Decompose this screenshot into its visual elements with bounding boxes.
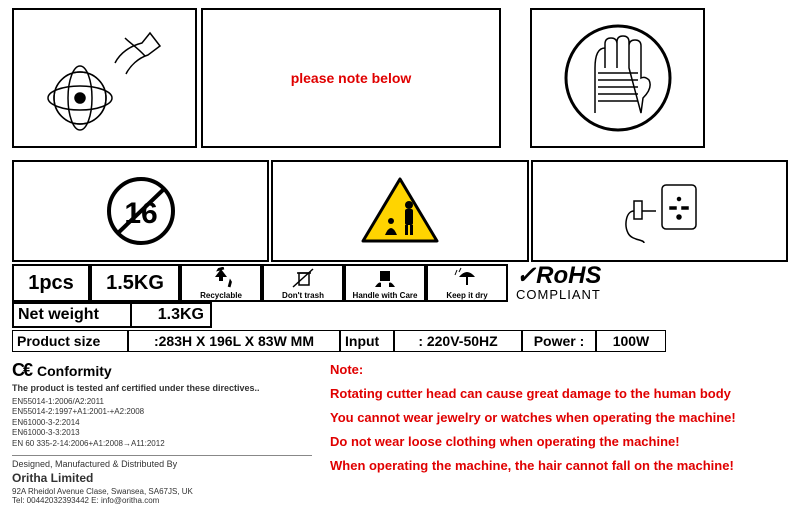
warn-line-1: Rotating cutter head can cause great dam… [330, 382, 788, 406]
panel-unplug [531, 160, 788, 262]
unplug-icon [614, 171, 704, 251]
handle-care-cell: Handle with Care [344, 264, 426, 302]
input-value: : 220V-50HZ [394, 330, 522, 352]
ce-addr2: Tel: 00442032393442 E: info@oritha.com [12, 496, 312, 505]
specs-row: Product size :283H X 196L X 83W MM Input… [0, 328, 800, 352]
warn-title: Note: [330, 358, 788, 382]
recyclable-icon [207, 267, 235, 289]
net-weight-label: Net weight [12, 302, 132, 328]
note-text: please note below [291, 70, 412, 86]
dont-trash-cell: Don't trash [262, 264, 344, 302]
svg-text:16: 16 [124, 197, 157, 230]
ce-directives: EN55014-1:2006/A2:2011 EN55014-2:1997+A1… [12, 397, 312, 449]
product-size-value: :283H X 196L X 83W MM [128, 330, 340, 352]
ce-dist-label: Designed, Manufactured & Distributed By [12, 459, 312, 469]
bottom-row: C€ Conformity The product is tested anf … [0, 352, 800, 505]
packaging-row: 1pcs 1.5KG Recyclable Don't trash Handle… [0, 264, 800, 302]
warn-line-2: You cannot wear jewelry or watches when … [330, 406, 788, 430]
panel-rotating-hazard [12, 8, 197, 148]
net-weight-row: Net weight 1.3KG [0, 302, 800, 328]
panel-no-under-16: 16 [12, 160, 269, 262]
warn-line-3: Do not wear loose clothing when operatin… [330, 430, 788, 454]
keep-dry-cell: Keep it dry [426, 264, 508, 302]
warn-line-4: When operating the machine, the hair can… [330, 454, 788, 478]
warning-block: Note: Rotating cutter head can cause gre… [330, 358, 788, 505]
panel-note: please note below [201, 8, 501, 148]
gross-weight-cell: 1.5KG [90, 264, 180, 302]
net-weight-value: 1.3KG [132, 302, 212, 328]
ce-subtitle: The product is tested anf certified unde… [12, 383, 312, 393]
power-value: 100W [596, 330, 666, 352]
ce-title: C€ Conformity [12, 360, 312, 381]
product-size-label: Product size [12, 330, 128, 352]
top-illustration-row: please note below [0, 0, 800, 152]
panel-keep-children-away [271, 160, 528, 262]
rohs-logo: ✓RoHS [516, 264, 601, 288]
rohs-cell: ✓RoHS COMPLIANT [508, 264, 788, 302]
ce-mark-icon: C€ [12, 360, 31, 381]
qty-cell: 1pcs [12, 264, 90, 302]
children-warning-icon [355, 171, 445, 251]
ce-block: C€ Conformity The product is tested anf … [12, 358, 312, 505]
rotating-hazard-icon [30, 18, 180, 138]
recyclable-cell: Recyclable [180, 264, 262, 302]
keep-dry-icon [453, 267, 481, 289]
rohs-compliant: COMPLIANT [516, 288, 601, 301]
input-label: Input [340, 330, 394, 352]
no-under-16-icon: 16 [96, 171, 186, 251]
safety-icons-row: 16 [0, 152, 800, 264]
dont-trash-icon [289, 267, 317, 289]
power-label: Power : [522, 330, 596, 352]
ce-company: Oritha Limited [12, 471, 312, 485]
ce-addr1: 92A Rheidol Avenue Clase, Swansea, SA67J… [12, 487, 312, 496]
panel-glove [530, 8, 705, 148]
glove-icon [553, 18, 683, 138]
handle-care-icon [371, 267, 399, 289]
